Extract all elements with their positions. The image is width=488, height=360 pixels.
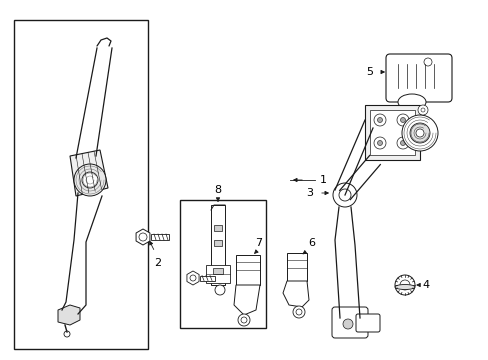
Circle shape: [394, 275, 414, 295]
Circle shape: [423, 58, 431, 66]
Circle shape: [139, 233, 147, 241]
Bar: [369, 110, 414, 155]
Text: 4: 4: [421, 280, 428, 290]
Ellipse shape: [397, 94, 425, 110]
Polygon shape: [70, 150, 108, 196]
Text: 5: 5: [365, 67, 372, 77]
Ellipse shape: [394, 284, 414, 289]
Circle shape: [373, 137, 385, 149]
Circle shape: [415, 129, 423, 137]
Circle shape: [295, 309, 302, 315]
Circle shape: [377, 117, 382, 122]
FancyBboxPatch shape: [385, 54, 451, 102]
Bar: [210, 205, 224, 285]
Circle shape: [420, 108, 424, 112]
Circle shape: [417, 105, 427, 115]
Circle shape: [409, 123, 429, 143]
Polygon shape: [234, 285, 260, 315]
Circle shape: [400, 117, 405, 122]
Circle shape: [238, 314, 249, 326]
Bar: [364, 105, 419, 160]
Polygon shape: [186, 271, 199, 285]
Circle shape: [332, 183, 356, 207]
Text: 3: 3: [305, 188, 312, 198]
Polygon shape: [136, 229, 150, 245]
Circle shape: [400, 140, 405, 145]
FancyBboxPatch shape: [355, 314, 379, 332]
Bar: [286, 253, 306, 281]
Circle shape: [399, 280, 409, 290]
Circle shape: [396, 114, 408, 126]
Bar: [214, 240, 222, 246]
Bar: [200, 275, 215, 280]
Circle shape: [241, 317, 246, 323]
Circle shape: [396, 137, 408, 149]
Bar: [180, 200, 265, 328]
Text: 1: 1: [319, 175, 326, 185]
Circle shape: [64, 331, 70, 337]
Text: 6: 6: [307, 238, 314, 248]
Circle shape: [292, 306, 305, 318]
FancyBboxPatch shape: [331, 307, 367, 338]
Bar: [151, 234, 169, 240]
Circle shape: [373, 114, 385, 126]
Text: 8: 8: [214, 185, 221, 195]
Text: 7: 7: [254, 238, 262, 248]
Circle shape: [377, 140, 382, 145]
Circle shape: [215, 285, 224, 295]
Bar: [205, 265, 229, 283]
Polygon shape: [58, 305, 80, 325]
Polygon shape: [283, 281, 308, 307]
Circle shape: [338, 189, 350, 201]
Circle shape: [342, 319, 352, 329]
Text: 2: 2: [154, 258, 161, 268]
Bar: [213, 268, 223, 274]
Circle shape: [74, 164, 106, 196]
Bar: [14, 20, 148, 349]
Bar: [236, 255, 260, 285]
Circle shape: [401, 115, 437, 151]
Circle shape: [190, 275, 196, 281]
Circle shape: [82, 172, 98, 188]
Bar: [214, 225, 222, 231]
